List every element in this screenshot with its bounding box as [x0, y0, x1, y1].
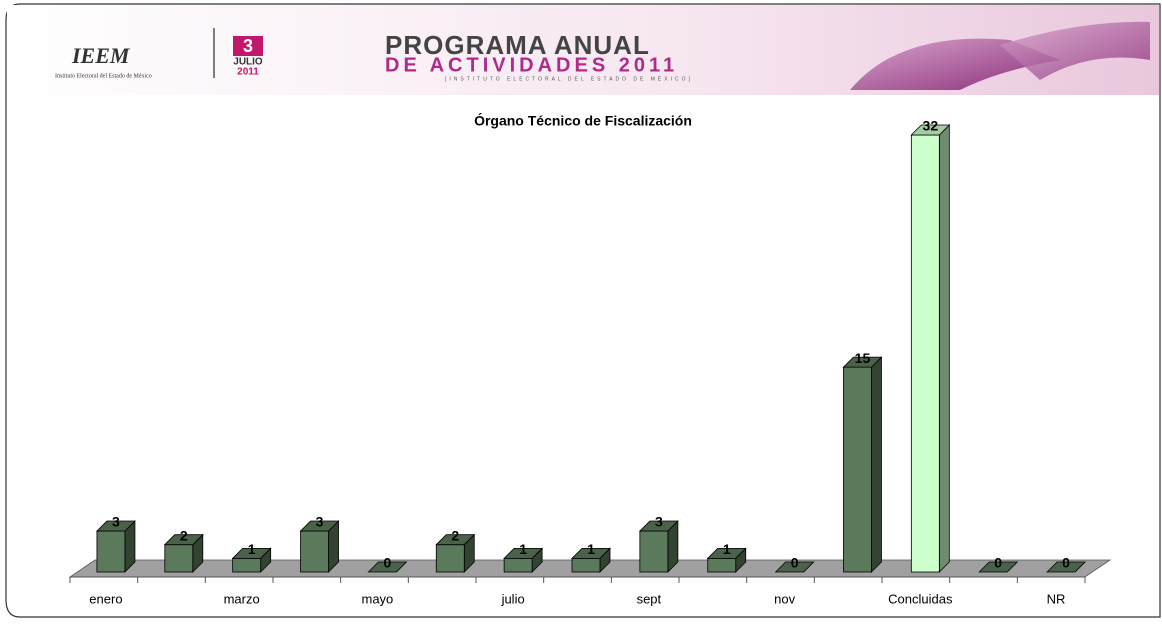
month: JULIO	[233, 57, 263, 68]
bar	[571, 557, 601, 573]
bar	[707, 557, 737, 573]
bar-top	[571, 547, 611, 559]
x-tick-label: Concluidas	[888, 591, 953, 606]
bar-top	[638, 520, 679, 532]
x-tick-label: mayo	[362, 591, 394, 606]
bar	[164, 544, 194, 573]
x-tick-label: julio	[501, 591, 525, 606]
bar	[910, 134, 940, 573]
x-tick-label: sept	[637, 591, 662, 606]
program-line1: PROGRAMA ANUAL	[385, 30, 650, 60]
bar-top	[842, 356, 883, 368]
bar	[232, 557, 262, 573]
data-label: 1	[519, 541, 527, 557]
bar	[843, 366, 872, 573]
program-line2: DE ACTIVIDADES 2011	[385, 54, 678, 76]
data-label: 1	[248, 541, 256, 557]
bar-side	[938, 124, 950, 573]
data-label: 32	[923, 118, 939, 134]
bar	[639, 530, 669, 573]
bar-top	[95, 520, 136, 532]
bar-top	[774, 561, 815, 573]
data-label: 3	[655, 514, 663, 530]
data-label: 0	[1062, 555, 1070, 571]
bar	[300, 530, 329, 573]
year: 2011	[237, 67, 259, 78]
bar-side	[871, 356, 882, 573]
x-tick-label: NR	[1047, 591, 1066, 606]
data-label: 2	[180, 527, 188, 543]
bar	[96, 530, 126, 573]
x-tick-label: marzo	[224, 591, 260, 606]
program-line3: [INSTITUTO ELECTORAL DEL ESTADO DE MÉXIC…	[445, 75, 693, 82]
data-label: 0	[791, 555, 799, 571]
frame	[5, 3, 1161, 618]
data-label: 0	[994, 555, 1002, 571]
day-box	[233, 36, 263, 56]
data-label: 2	[451, 527, 459, 543]
bar-top	[978, 561, 1019, 573]
bar-top	[299, 520, 340, 532]
bar	[503, 557, 533, 573]
bar	[435, 544, 465, 573]
data-label: 1	[587, 541, 595, 557]
data-label: 1	[723, 541, 731, 557]
x-tick-label: nov	[774, 591, 795, 606]
bar-top	[503, 547, 544, 559]
x-tick-label: enero	[89, 591, 122, 606]
decoration	[1000, 21, 1150, 80]
bar-top	[367, 561, 408, 573]
logo-subtitle: Instituto Electoral del Estado de México	[55, 73, 152, 79]
data-label: 0	[384, 555, 392, 571]
bar-top	[1046, 561, 1087, 573]
day: 3	[243, 36, 253, 56]
chart-title: Órgano Técnico de Fiscalización	[474, 112, 692, 129]
data-label: 3	[112, 514, 120, 530]
bar-top	[706, 547, 747, 559]
data-label: 15	[855, 350, 871, 366]
bar-top	[231, 547, 272, 559]
bar-top	[163, 534, 204, 546]
logo: IEEM	[71, 43, 131, 68]
bar-top	[435, 534, 476, 546]
bar-top	[910, 124, 951, 136]
data-label: 3	[316, 514, 324, 530]
